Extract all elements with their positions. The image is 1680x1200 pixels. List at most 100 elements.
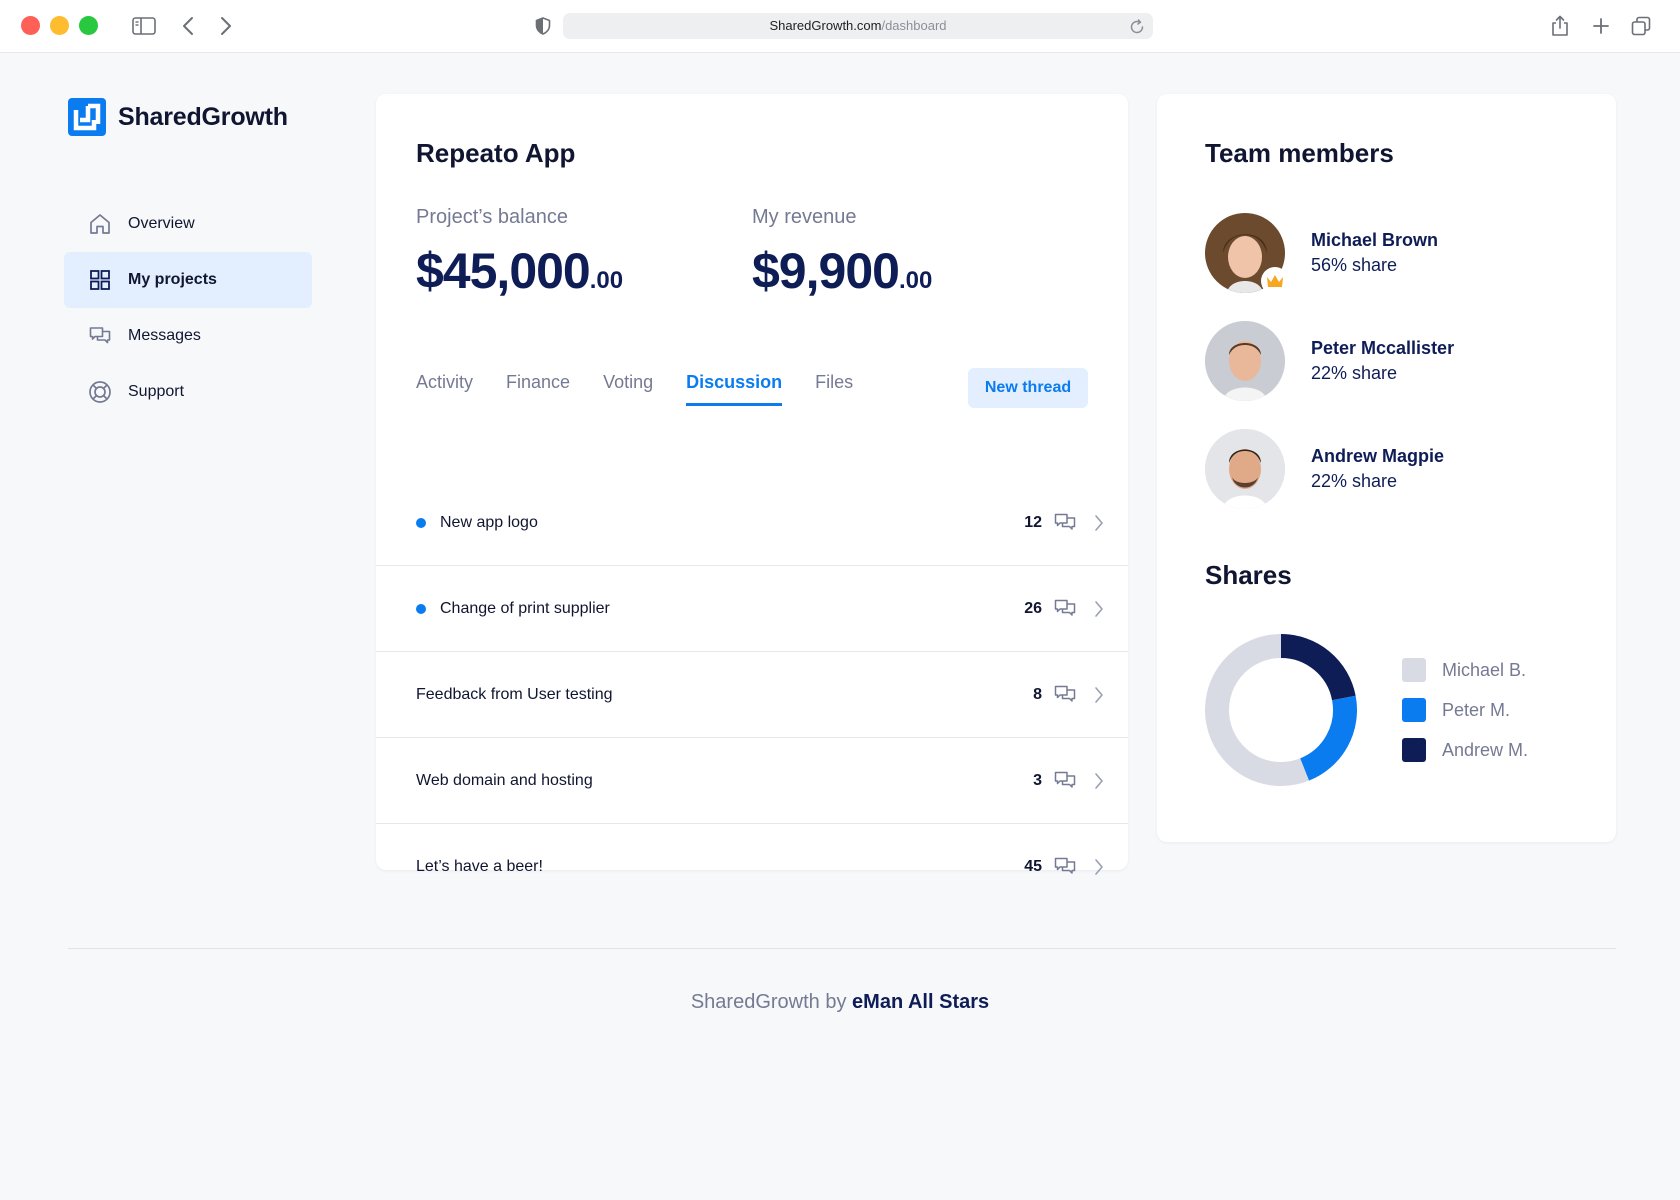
thread-list: New app logo 12 Change of print supplier… bbox=[376, 480, 1128, 910]
team-card: Team members Michael Brown 56% share bbox=[1157, 94, 1616, 842]
comment-count: 8 bbox=[1033, 685, 1042, 703]
thread-row[interactable]: Web domain and hosting 3 bbox=[376, 738, 1128, 824]
tab-voting[interactable]: Voting bbox=[603, 372, 654, 392]
tab-overview-icon[interactable] bbox=[1630, 13, 1652, 39]
comment-count: 26 bbox=[1024, 599, 1042, 617]
sidebar-item-my-projects[interactable]: My projects bbox=[64, 252, 312, 308]
chevron-right-icon bbox=[1094, 600, 1104, 618]
revenue-value: $9,900.00 bbox=[752, 242, 932, 300]
project-tabs: Activity Finance Voting Discussion Files bbox=[416, 366, 886, 406]
member-share: 56% share bbox=[1311, 255, 1398, 275]
share-icon[interactable] bbox=[1550, 13, 1570, 39]
minimize-window-button[interactable] bbox=[50, 16, 69, 35]
footer-prefix: SharedGrowth by bbox=[690, 991, 847, 1013]
sidebar-item-label: My projects bbox=[128, 271, 217, 288]
legend-label: Peter M. bbox=[1442, 699, 1511, 720]
shares-legend: Michael B. Peter M. Andrew M. bbox=[1402, 658, 1528, 778]
url-path: /dashboard bbox=[881, 18, 947, 33]
tab-discussion[interactable]: Discussion bbox=[686, 366, 783, 406]
thread-title: Let’s have a beer! bbox=[416, 858, 543, 875]
reload-icon[interactable] bbox=[1129, 18, 1145, 44]
donut-slice-peter-m bbox=[1299, 695, 1357, 781]
sidebar-item-overview[interactable]: Overview bbox=[64, 196, 312, 252]
revenue-main: $9,900 bbox=[752, 243, 900, 299]
comments-icon bbox=[1054, 685, 1076, 705]
team-member[interactable]: Peter Mccallister 22% share bbox=[1205, 320, 1585, 402]
chevron-right-icon bbox=[1094, 514, 1104, 532]
unread-dot bbox=[416, 517, 426, 528]
footer-brand-link[interactable]: eMan All Stars bbox=[852, 991, 990, 1013]
project-card: Repeato App Project’s balance $45,000.00… bbox=[376, 94, 1128, 875]
sidebar-toggle-icon[interactable] bbox=[131, 13, 157, 39]
thread-row[interactable]: New app logo 12 bbox=[376, 480, 1128, 566]
chevron-right-icon bbox=[1094, 858, 1104, 876]
forward-icon[interactable] bbox=[218, 13, 234, 39]
chevron-right-icon bbox=[1094, 772, 1104, 790]
member-share: 22% share bbox=[1311, 363, 1398, 383]
member-name: Peter Mccallister bbox=[1311, 338, 1455, 358]
comments-icon bbox=[1054, 599, 1076, 619]
balance-label: Project’s balance bbox=[416, 206, 568, 228]
revenue-cents: .00 bbox=[898, 267, 933, 294]
legend-label: Michael B. bbox=[1442, 659, 1527, 680]
new-thread-button[interactable]: New thread bbox=[968, 368, 1088, 408]
revenue-label: My revenue bbox=[752, 206, 857, 228]
chat-icon bbox=[88, 324, 112, 348]
donut-slice-andrew-m bbox=[1280, 634, 1356, 701]
donut-slice-michael-b bbox=[1205, 634, 1309, 786]
sidebar-item-messages[interactable]: Messages bbox=[64, 308, 312, 364]
unread-dot bbox=[416, 603, 426, 614]
tab-files[interactable]: Files bbox=[815, 372, 854, 392]
address-bar[interactable]: SharedGrowth.com/dashboard bbox=[563, 13, 1153, 39]
footer-divider bbox=[68, 948, 1616, 949]
close-window-button[interactable] bbox=[21, 16, 40, 35]
sidebar-item-label: Overview bbox=[128, 215, 195, 232]
lifebuoy-icon bbox=[88, 380, 112, 404]
legend-label: Andrew M. bbox=[1442, 739, 1529, 760]
team-member[interactable]: Michael Brown 56% share bbox=[1205, 212, 1585, 295]
avatar bbox=[1205, 429, 1285, 509]
comments-icon bbox=[1054, 771, 1076, 791]
member-name: Andrew Magpie bbox=[1311, 446, 1445, 466]
back-icon[interactable] bbox=[180, 13, 196, 39]
team-title: Team members bbox=[1205, 138, 1394, 168]
tab-activity[interactable]: Activity bbox=[416, 372, 474, 392]
team-member[interactable]: Andrew Magpie 22% share bbox=[1205, 428, 1585, 510]
home-icon bbox=[88, 212, 112, 236]
new-tab-icon[interactable] bbox=[1591, 13, 1611, 39]
thread-row[interactable]: Let’s have a beer! 45 bbox=[376, 824, 1128, 910]
thread-row[interactable]: Change of print supplier 26 bbox=[376, 566, 1128, 652]
app-logo[interactable]: SharedGrowth bbox=[68, 98, 288, 136]
balance-main: $45,000 bbox=[416, 243, 591, 299]
privacy-shield-icon[interactable] bbox=[534, 13, 552, 39]
comments-icon bbox=[1054, 857, 1076, 877]
browser-toolbar: SharedGrowth.com/dashboard bbox=[0, 0, 1680, 53]
sidebar-item-support[interactable]: Support bbox=[64, 364, 312, 420]
member-share: 22% share bbox=[1311, 471, 1398, 491]
chevron-right-icon bbox=[1094, 686, 1104, 704]
url-domain: SharedGrowth.com bbox=[769, 18, 882, 33]
thread-title: Web domain and hosting bbox=[416, 771, 593, 789]
thread-title: Feedback from User testing bbox=[416, 685, 613, 703]
maximize-window-button[interactable] bbox=[79, 16, 98, 35]
comment-count: 45 bbox=[1024, 858, 1042, 875]
legend-item: Michael B. bbox=[1402, 658, 1528, 682]
crown-icon bbox=[1261, 267, 1289, 295]
project-title: Repeato App bbox=[416, 138, 576, 168]
shares-title: Shares bbox=[1205, 560, 1292, 590]
legend-swatch bbox=[1402, 658, 1426, 682]
thread-title: New app logo bbox=[440, 513, 538, 531]
thread-title: Change of print supplier bbox=[440, 599, 610, 617]
avatar bbox=[1205, 321, 1285, 401]
tab-finance[interactable]: Finance bbox=[506, 372, 571, 392]
balance-value: $45,000.00 bbox=[416, 242, 623, 300]
sharedgrowth-logo-icon bbox=[68, 98, 106, 136]
legend-item: Andrew M. bbox=[1402, 738, 1528, 762]
sidebar-item-label: Messages bbox=[128, 327, 201, 344]
legend-swatch bbox=[1402, 698, 1426, 722]
avatar bbox=[1205, 213, 1289, 295]
thread-row[interactable]: Feedback from User testing 8 bbox=[376, 652, 1128, 738]
grid-icon bbox=[88, 268, 112, 292]
comment-count: 3 bbox=[1033, 771, 1042, 789]
sidebar-item-label: Support bbox=[128, 383, 185, 400]
